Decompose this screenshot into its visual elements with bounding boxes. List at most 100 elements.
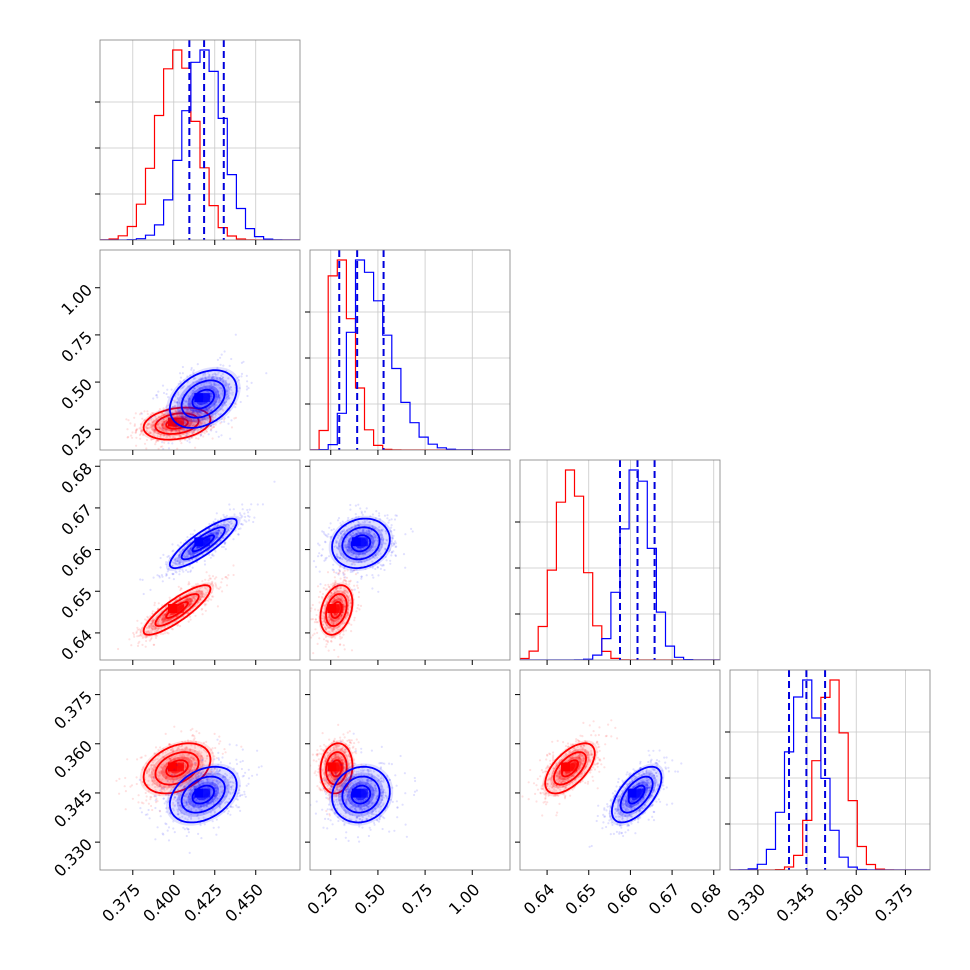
panel-frame — [519, 669, 721, 871]
x-tick-label: 0.360 — [822, 880, 868, 926]
peak-bin-series-1 — [351, 537, 361, 547]
contour-line-series-1 — [350, 534, 372, 553]
panel-frame — [99, 669, 301, 871]
contour-line-series-0 — [142, 406, 212, 441]
peak-bin-series-1 — [203, 393, 211, 403]
y-tick-label: 0.65 — [57, 584, 96, 623]
x-tick-label: 0.65 — [561, 880, 600, 919]
panel-frame — [99, 249, 301, 451]
panel-3-3: 0.330 0.345 0.360 0.375 — [723, 669, 931, 926]
contour-line-series-1 — [180, 379, 226, 419]
peak-bin-series-1 — [203, 537, 211, 547]
peak-bin-series-0 — [327, 604, 337, 613]
contour-line-series-1 — [180, 775, 226, 814]
panel-background — [310, 460, 510, 660]
peak-bin-series-1 — [636, 788, 644, 798]
peak-bin-series-0 — [177, 417, 184, 427]
peak-bin-series-0 — [168, 604, 177, 613]
peak-bin-series-1 — [194, 393, 204, 403]
x-tick-label: 0.68 — [686, 880, 725, 919]
panel-3-1: 0.25 0.50 0.75 1.00 — [303, 669, 511, 919]
y-tick-label: 0.375 — [50, 687, 96, 733]
peak-bin-series-1 — [203, 788, 211, 798]
panel-2-1 — [305, 459, 511, 665]
histogram-series-0 — [310, 259, 510, 450]
contour-line-series-0 — [325, 593, 348, 627]
panel-1-1 — [305, 249, 511, 455]
panel-1-0: 0.25 0.50 0.75 1.00 — [57, 249, 301, 461]
peak-bin-series-1 — [360, 537, 368, 547]
x-tick-label: 0.345 — [773, 880, 819, 926]
contour-line-series-1 — [627, 784, 646, 805]
peak-bin-series-0 — [570, 762, 577, 772]
y-tick-label: 0.66 — [57, 542, 96, 581]
y-tick-label: 0.67 — [57, 500, 96, 539]
peak-bin-series-1 — [351, 788, 361, 798]
panel-frame — [99, 459, 301, 661]
contour-line-series-1 — [191, 388, 216, 410]
panel-0-0 — [95, 39, 301, 245]
panel-frame — [309, 669, 511, 871]
x-tick-label: 0.50 — [351, 880, 390, 919]
contour-line-series-0 — [544, 742, 596, 795]
histogram-series-0 — [520, 469, 720, 660]
x-tick-label: 0.375 — [871, 880, 917, 926]
peak-bin-series-0 — [177, 604, 184, 613]
x-tick-label: 0.75 — [398, 880, 437, 919]
panel-frame — [99, 39, 301, 241]
peak-bin-series-1 — [194, 788, 204, 798]
contour-line-series-1 — [341, 526, 381, 561]
contour-line-series-0 — [319, 584, 354, 636]
histogram-series-1 — [100, 49, 300, 240]
contour-line-series-0 — [154, 751, 200, 786]
contour-line-series-0 — [154, 412, 200, 435]
peak-bin-series-1 — [194, 537, 204, 547]
panel-background — [520, 670, 720, 870]
x-tick-label: 0.450 — [221, 880, 267, 926]
peak-bin-series-1 — [360, 788, 368, 798]
contour-line-series-0 — [553, 751, 587, 786]
y-tick-label: 1.00 — [57, 280, 96, 319]
peak-bin-series-0 — [336, 604, 344, 613]
y-tick-label: 0.75 — [57, 327, 96, 366]
histogram-series-1 — [520, 469, 720, 660]
y-tick-label: 0.345 — [50, 786, 96, 832]
contour-line-series-1 — [168, 369, 238, 429]
peak-bin-series-0 — [168, 762, 177, 772]
y-tick-label: 0.25 — [57, 422, 96, 461]
contour-line-series-1 — [191, 784, 216, 805]
x-tick-label: 0.67 — [645, 880, 684, 919]
panel-3-2: 0.64 0.65 0.66 0.67 0.68 — [515, 669, 725, 919]
x-tick-label: 1.00 — [445, 880, 484, 919]
contour-line-series-0 — [154, 593, 200, 627]
x-tick-label: 0.330 — [723, 880, 769, 926]
x-tick-label: 0.66 — [603, 880, 642, 919]
y-tick-label: 0.360 — [50, 736, 96, 782]
panel-2-0: 0.640.650.660.670.68 — [57, 459, 301, 665]
contour-line-series-1 — [350, 784, 372, 805]
contour-line-series-0 — [325, 751, 348, 786]
x-tick-label: 0.425 — [180, 880, 226, 926]
contour-line-series-1 — [331, 517, 391, 569]
y-tick-label: 0.68 — [57, 459, 96, 498]
contour-line-series-1 — [168, 765, 238, 824]
x-tick-label: 0.25 — [303, 880, 342, 919]
x-tick-label: 0.64 — [520, 880, 559, 919]
contour-line-series-1 — [610, 765, 663, 824]
contour-line-series-1 — [180, 526, 226, 561]
y-tick-label: 0.50 — [57, 375, 96, 414]
contour-line-series-0 — [142, 584, 212, 636]
panel-frame — [309, 249, 511, 451]
x-tick-label: 0.400 — [139, 880, 185, 926]
contour-line-series-1 — [168, 517, 238, 569]
panel-2-2 — [515, 459, 721, 665]
contour-line-series-0 — [142, 742, 212, 795]
contour-line-series-0 — [165, 759, 189, 778]
y-tick-label: 0.64 — [57, 625, 96, 664]
peak-bin-series-0 — [561, 762, 570, 772]
peak-bin-series-0 — [327, 762, 337, 772]
panel-frame — [309, 459, 511, 661]
peak-bin-series-0 — [168, 417, 177, 427]
